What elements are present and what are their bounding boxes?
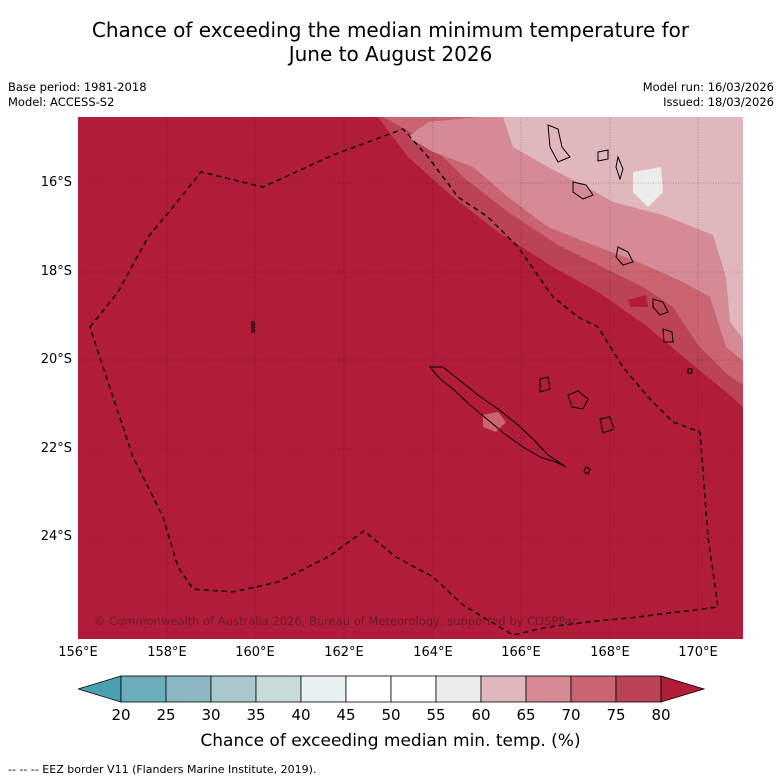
colorbar-segment-20-25 bbox=[120, 675, 167, 703]
colorbar bbox=[78, 675, 705, 703]
colorbar-tick-55: 55 bbox=[426, 706, 446, 724]
lon-label-160e: 160°E bbox=[235, 645, 275, 660]
colorbar-segment-45-50 bbox=[345, 675, 392, 703]
graticule bbox=[78, 117, 743, 639]
colorbar-segment-25-30 bbox=[165, 675, 212, 703]
map-title: Chance of exceeding the median minimum t… bbox=[0, 18, 781, 66]
colorbar-segment-70-75 bbox=[570, 675, 617, 703]
colorbar-segment-35-40 bbox=[255, 675, 302, 703]
lat-label-22s: 22°S bbox=[40, 441, 72, 456]
colorbar-segment-50-55 bbox=[390, 675, 437, 703]
colorbar-tick-60: 60 bbox=[471, 706, 491, 724]
coastlines bbox=[251, 124, 693, 475]
colorbar-extend-high bbox=[660, 675, 705, 703]
efate bbox=[597, 149, 624, 181]
colorbar-segment-65-70 bbox=[525, 675, 572, 703]
small-islets bbox=[251, 321, 693, 475]
title-line-2: June to August 2026 bbox=[288, 42, 493, 66]
colorbar-tick-75: 75 bbox=[606, 706, 626, 724]
base-period: Base period: 1981-2018 bbox=[8, 80, 147, 94]
issued-date: Issued: 18/03/2026 bbox=[663, 95, 774, 109]
colorbar-tick-65: 65 bbox=[516, 706, 536, 724]
loyalty-islands bbox=[539, 376, 615, 434]
lon-label-162e: 162°E bbox=[324, 645, 364, 660]
colorbar-tick-45: 45 bbox=[336, 706, 356, 724]
meta-right: Model run: 16/03/2026 Issued: 18/03/2026 bbox=[643, 80, 774, 110]
lon-label-158e: 158°E bbox=[147, 645, 187, 660]
lat-label-16s: 16°S bbox=[40, 175, 72, 190]
colorbar-tick-20: 20 bbox=[111, 706, 131, 724]
band-55-60 bbox=[633, 167, 663, 207]
colorbar-segment-30-35 bbox=[210, 675, 257, 703]
title-line-1: Chance of exceeding the median minimum t… bbox=[91, 18, 690, 42]
lon-label-170e: 170°E bbox=[678, 645, 718, 660]
colorbar-segment-40-45 bbox=[300, 675, 347, 703]
map-canvas bbox=[78, 117, 743, 639]
model-name: Model: ACCESS-S2 bbox=[8, 95, 115, 109]
colorbar-segment-55-60 bbox=[435, 675, 482, 703]
colorbar-segment-60-65 bbox=[480, 675, 527, 703]
copyright-notice: © Commonwealth of Australia 2026, Bureau… bbox=[94, 614, 579, 628]
colorbar-segment-75-80 bbox=[615, 675, 662, 703]
eez-border bbox=[89, 128, 719, 636]
meta-left: Base period: 1981-2018 Model: ACCESS-S2 bbox=[8, 80, 147, 110]
map-panel bbox=[78, 117, 743, 639]
colorbar-tick-35: 35 bbox=[246, 706, 266, 724]
colorbar-tick-40: 40 bbox=[291, 706, 311, 724]
new-caledonia-island bbox=[428, 366, 567, 468]
colorbar-title: Chance of exceeding median min. temp. (%… bbox=[200, 731, 581, 751]
lat-label-24s: 24°S bbox=[40, 529, 72, 544]
lon-label-168e: 168°E bbox=[590, 645, 630, 660]
lon-label-156e: 156°E bbox=[58, 645, 98, 660]
lon-label-166e: 166°E bbox=[501, 645, 541, 660]
lat-label-18s: 18°S bbox=[40, 264, 72, 279]
eez-legend: -- -- -- EEZ border V11 (Flanders Marine… bbox=[8, 763, 317, 776]
malekula bbox=[572, 181, 594, 200]
warm-spot-vanuatu bbox=[628, 295, 648, 307]
lon-label-164e: 164°E bbox=[413, 645, 453, 660]
lat-label-20s: 20°S bbox=[40, 352, 72, 367]
colorbar-tick-80: 80 bbox=[651, 706, 671, 724]
colorbar-tick-25: 25 bbox=[156, 706, 176, 724]
warm-spot-noumea bbox=[483, 412, 506, 432]
espiritu-santo bbox=[547, 124, 571, 163]
band-60-65 bbox=[503, 117, 743, 339]
colorbar-tick-50: 50 bbox=[381, 706, 401, 724]
colorbar-tick-30: 30 bbox=[201, 706, 221, 724]
vanuatu-south bbox=[615, 246, 674, 343]
model-run: Model run: 16/03/2026 bbox=[642, 80, 774, 94]
colorbar-tick-70: 70 bbox=[561, 706, 581, 724]
colorbar-extend-low bbox=[78, 675, 122, 703]
